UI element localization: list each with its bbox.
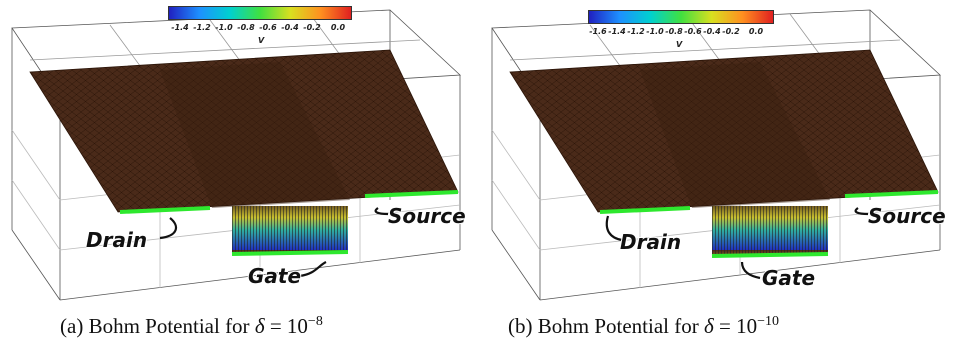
colorbar-tick: -1.2 (193, 23, 211, 32)
gate-label: Gate (762, 266, 816, 290)
source-electrode (364, 190, 459, 198)
colorbar-tick: -0.8 (237, 23, 255, 32)
colorbar-tick: 0.0 (330, 23, 346, 32)
colorbar-unit: V (676, 40, 683, 49)
source-electrode (844, 190, 939, 198)
caption-equals: = 10 (269, 314, 308, 338)
colorbar-tick: -0.6 (259, 23, 277, 32)
colorbar-tick: -0.2 (722, 27, 740, 36)
drain-label: Drain (620, 230, 682, 254)
colorbar-tick: -0.4 (281, 23, 299, 32)
gate-electrode (711, 252, 829, 258)
caption-b: (b) Bohm Potential for δ = 10−10 (508, 314, 779, 339)
caption-tag: (a) (60, 314, 84, 338)
colorbar-tick: 0.0 (748, 27, 764, 36)
caption-a: (a) Bohm Potential for δ = 10−8 (60, 314, 323, 339)
drain-electrode (599, 206, 691, 214)
gate-well (232, 206, 348, 254)
caption-tag: (b) (508, 314, 533, 338)
delta-symbol: δ (704, 314, 714, 338)
caption-exponent: −8 (307, 314, 323, 329)
colorbar-tick: -0.2 (303, 23, 321, 32)
colorbar-tick: -0.8 (665, 27, 683, 36)
gate-label: Gate (248, 264, 302, 288)
gate-well (712, 206, 828, 256)
drain-electrode (119, 206, 211, 214)
colorbar-tick: -0.4 (703, 27, 721, 36)
colorbar-unit: V (258, 36, 265, 45)
colorbar-tick: -0.6 (684, 27, 702, 36)
caption-text: Bohm Potential for (537, 314, 699, 338)
colorbar (168, 6, 352, 20)
colorbar-tick: -1.0 (215, 23, 233, 32)
bohm-potential-plot-a (11, 9, 461, 301)
drain-label: Drain (86, 228, 148, 252)
source-label: Source (388, 204, 466, 228)
caption-text: Bohm Potential for (88, 314, 250, 338)
colorbar (588, 10, 774, 24)
bohm-potential-plot-b (491, 9, 941, 301)
figure-panel-b: -1.6 -1.4 -1.2 -1.0 -0.8 -0.6 -0.4 -0.2 … (480, 0, 960, 356)
colorbar-tick: -1.2 (627, 27, 645, 36)
source-label: Source (868, 204, 946, 228)
colorbar-tick: -1.4 (608, 27, 626, 36)
colorbar-tick: -1.4 (171, 23, 189, 32)
caption-equals: = 10 (719, 314, 758, 338)
figure-panel-a: -1.4 -1.2 -1.0 -0.8 -0.6 -0.4 -0.2 0.0 V… (11, 6, 466, 339)
delta-symbol: δ (254, 314, 265, 338)
caption-exponent: −10 (757, 314, 780, 329)
colorbar-tick: -1.6 (589, 27, 607, 36)
gate-electrode (231, 250, 349, 256)
colorbar-tick: -1.0 (646, 27, 664, 36)
